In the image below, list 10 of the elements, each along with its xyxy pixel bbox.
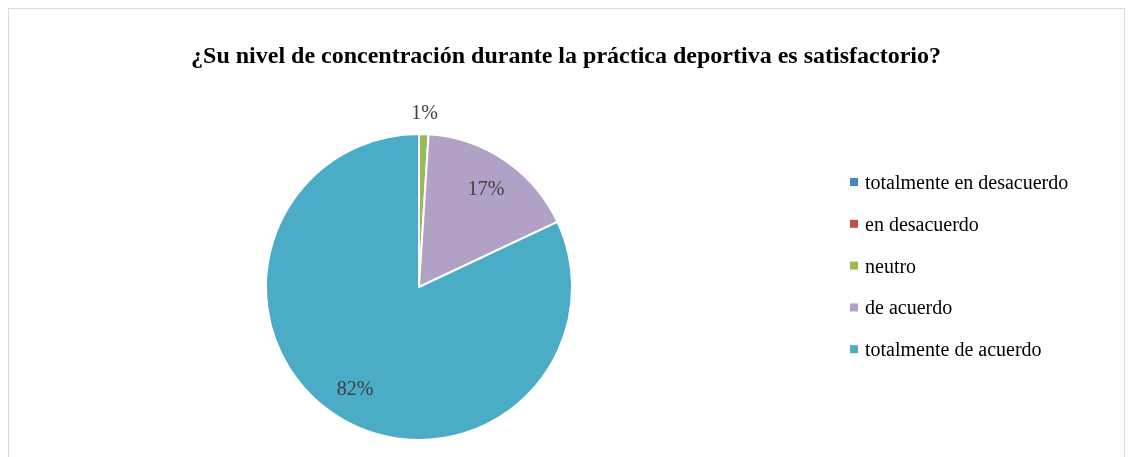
legend-label: de acuerdo: [865, 296, 953, 319]
legend-label: neutro: [865, 254, 917, 277]
data-label: 17%: [467, 177, 505, 200]
legend-label: totalmente en desacuerdo: [865, 171, 1069, 193]
legend-label: totalmente de acuerdo: [865, 338, 1042, 361]
legend-label: en desacuerdo: [865, 212, 979, 235]
chart-title: ¿Su nivel de concentración durante la práctica deportiva es satisfactorio?: [191, 42, 941, 68]
data-label: 1%: [411, 101, 438, 124]
pie-slice: [265, 133, 573, 441]
data-label: 82%: [336, 376, 374, 399]
